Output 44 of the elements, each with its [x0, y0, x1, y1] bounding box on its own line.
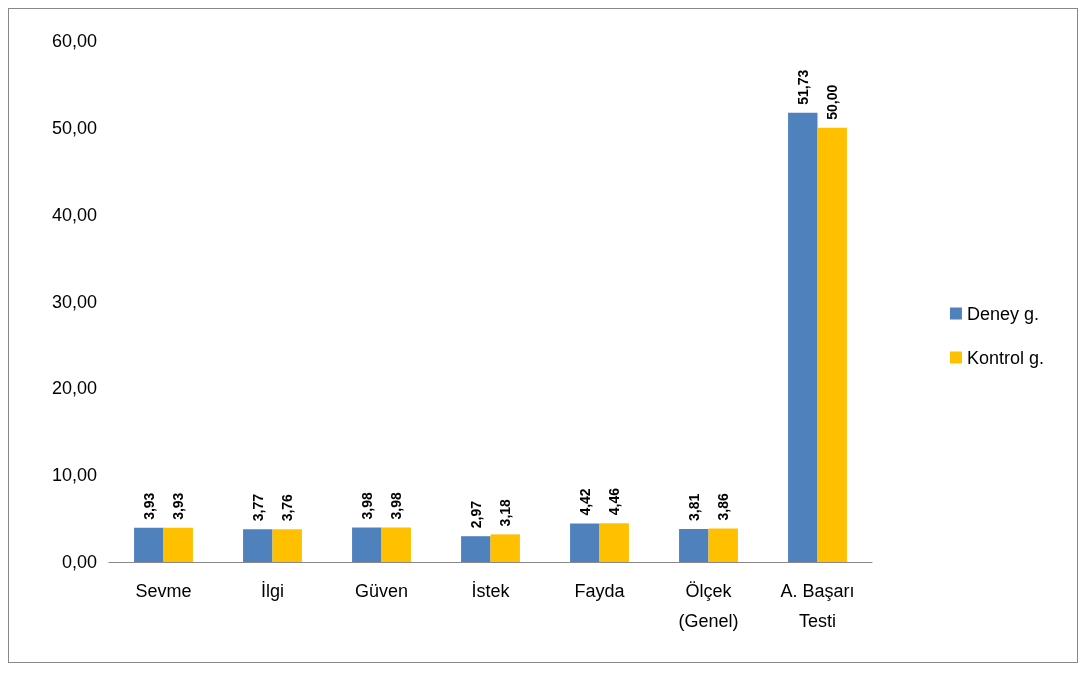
bar — [788, 112, 818, 562]
data-label: 3,76 — [279, 493, 296, 522]
y-tick-label: 50,00 — [51, 117, 97, 138]
bar — [679, 528, 709, 562]
bar — [134, 527, 164, 562]
data-label: 3,77 — [249, 493, 266, 522]
bar — [461, 536, 491, 562]
y-tick-label: 20,00 — [51, 378, 97, 399]
data-label: 51,73 — [794, 69, 811, 105]
bar — [352, 527, 382, 562]
x-tick-label: İstek — [471, 581, 511, 601]
data-label: 2,97 — [467, 500, 484, 529]
data-label: 3,93 — [170, 492, 187, 520]
data-label: 3,18 — [497, 498, 514, 527]
data-label: 3,81 — [685, 493, 702, 521]
legend-label: Kontrol g. — [966, 347, 1044, 368]
data-label: 3,98 — [358, 491, 375, 520]
legend-label: Deney g. — [966, 303, 1039, 324]
y-tick-label: 10,00 — [51, 465, 97, 486]
y-tick-label: 0,00 — [61, 552, 97, 572]
bar — [163, 527, 193, 562]
x-tick-label: İlgi — [260, 581, 285, 601]
x-tick-label: Fayda — [574, 581, 626, 601]
x-tick-label: Güven — [354, 581, 409, 601]
y-tick-label: 30,00 — [51, 291, 97, 312]
x-tick-label: Sevme — [135, 581, 192, 601]
y-tick-label: 40,00 — [51, 204, 97, 225]
x-tick-label: Ölçek (Genel) — [678, 581, 739, 631]
bar — [490, 534, 520, 562]
data-label: 4,42 — [576, 488, 593, 516]
data-label: 3,98 — [388, 491, 405, 520]
bar — [381, 527, 411, 562]
x-tick-label: A. Başarı Testi — [780, 581, 855, 631]
y-tick-label: 60,00 — [51, 31, 97, 51]
data-label: 50,00 — [824, 84, 841, 120]
bar — [243, 529, 273, 562]
data-label: 3,93 — [140, 492, 157, 520]
bar — [817, 127, 847, 562]
data-label: 3,86 — [715, 493, 732, 521]
bar — [599, 523, 629, 562]
bar — [272, 529, 302, 562]
bar — [570, 523, 600, 562]
bar — [708, 528, 738, 562]
data-label: 4,46 — [606, 487, 623, 516]
